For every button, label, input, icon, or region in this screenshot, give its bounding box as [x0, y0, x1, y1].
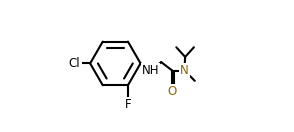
- Text: N: N: [180, 64, 189, 77]
- Text: Cl: Cl: [69, 57, 81, 70]
- Text: O: O: [168, 85, 177, 98]
- Text: NH: NH: [141, 64, 159, 77]
- Text: F: F: [125, 98, 131, 111]
